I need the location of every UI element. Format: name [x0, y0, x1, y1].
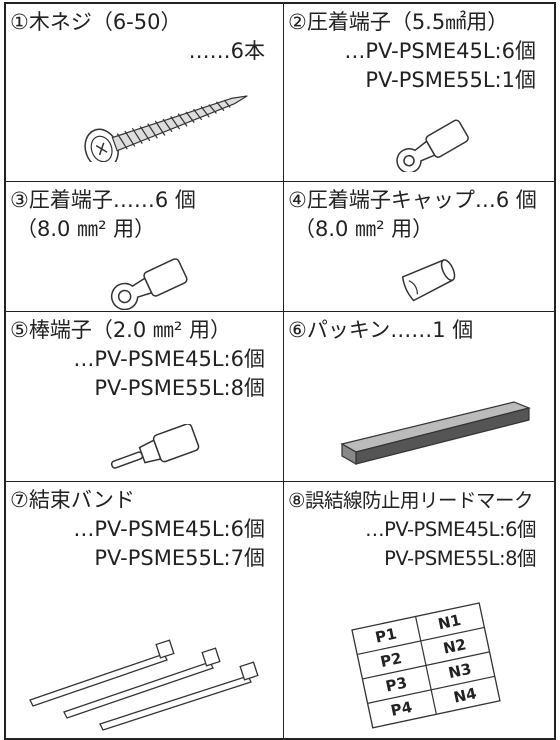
item-title: ⑥パッキン……1 個: [288, 318, 474, 342]
parts-cell: ③圧着端子……6 個 （8.0 ㎜² 用）: [6, 182, 284, 312]
item-count: PV-PSME55L:8個: [94, 376, 265, 400]
lead-mark-label: P4: [389, 698, 414, 720]
item-title: ④圧着端子キャップ…6 個: [288, 188, 537, 212]
item-count: PV-PSME55L:1個: [365, 68, 536, 92]
parts-cell: ④圧着端子キャップ…6 個 （8.0 ㎜² 用）: [284, 182, 554, 312]
screw-icon: [84, 95, 248, 162]
item-title: ②圧着端子（5.5㎟用）: [288, 10, 509, 34]
parts-cell: ⑧誤結線防止用リードマーク …PV-PSME45L:6個 PV-PSME55L:…: [284, 482, 554, 738]
lead-mark-label: N1: [436, 611, 462, 633]
item-count: ……6本: [188, 39, 265, 63]
item-title: ⑧誤結線防止用リードマーク: [288, 489, 533, 512]
item-title: ③圧着端子……6 個: [10, 188, 196, 212]
lead-mark-label: P2: [379, 649, 404, 671]
cable-tie-icon: [29, 639, 259, 731]
item-count: …PV-PSME45L:6個: [73, 347, 265, 371]
lead-mark-label: P1: [374, 625, 399, 647]
item-title: ①木ネジ（6-50）: [10, 10, 182, 34]
item-title: ⑤棒端子（2.0 ㎜² 用）: [10, 318, 231, 342]
cap-icon: [401, 259, 456, 302]
ring-terminal-icon: [396, 119, 469, 172]
pin-terminal-icon: [110, 424, 200, 469]
item-size: （8.0 ㎜² 用）: [294, 217, 434, 241]
lead-mark-label: N3: [447, 660, 473, 682]
parts-cell: ①木ネジ（6-50） ……6本: [6, 4, 284, 182]
lead-mark-label: N2: [442, 635, 468, 657]
parts-cell: ②圧着端子（5.5㎟用） …PV-PSME45L:6個 PV-PSME55L:1…: [284, 4, 554, 182]
lead-mark-label: N4: [452, 684, 478, 706]
item-count: PV-PSME55L:7個: [94, 546, 265, 570]
item-count: PV-PSME55L:8個: [384, 547, 536, 570]
item-count: …PV-PSME45L:6個: [344, 39, 536, 63]
packing-icon: [340, 401, 531, 466]
item-count: …PV-PSME45L:6個: [73, 517, 265, 541]
parts-table: ①木ネジ（6-50） ……6本 ②圧着端子（5.5㎟用） …PV-PSME45L…: [4, 2, 556, 740]
ring-terminal-icon: [110, 258, 188, 310]
parts-cell: ⑥パッキン……1 個: [284, 312, 554, 482]
item-count: …PV-PSME45L:6個: [365, 518, 536, 541]
lead-mark-sheet: P1 N1 P2 N2 P3 N3 P4 N4: [351, 602, 501, 729]
lead-mark-label: P3: [384, 673, 409, 695]
parts-cell: ⑤棒端子（2.0 ㎜² 用） …PV-PSME45L:6個 PV-PSME55L…: [6, 312, 284, 482]
parts-cell: ⑦結束バンド …PV-PSME45L:6個 PV-PSME55L:7個: [6, 482, 284, 738]
item-size: （8.0 ㎜² 用）: [16, 217, 156, 241]
item-title: ⑦結束バンド: [10, 488, 135, 512]
